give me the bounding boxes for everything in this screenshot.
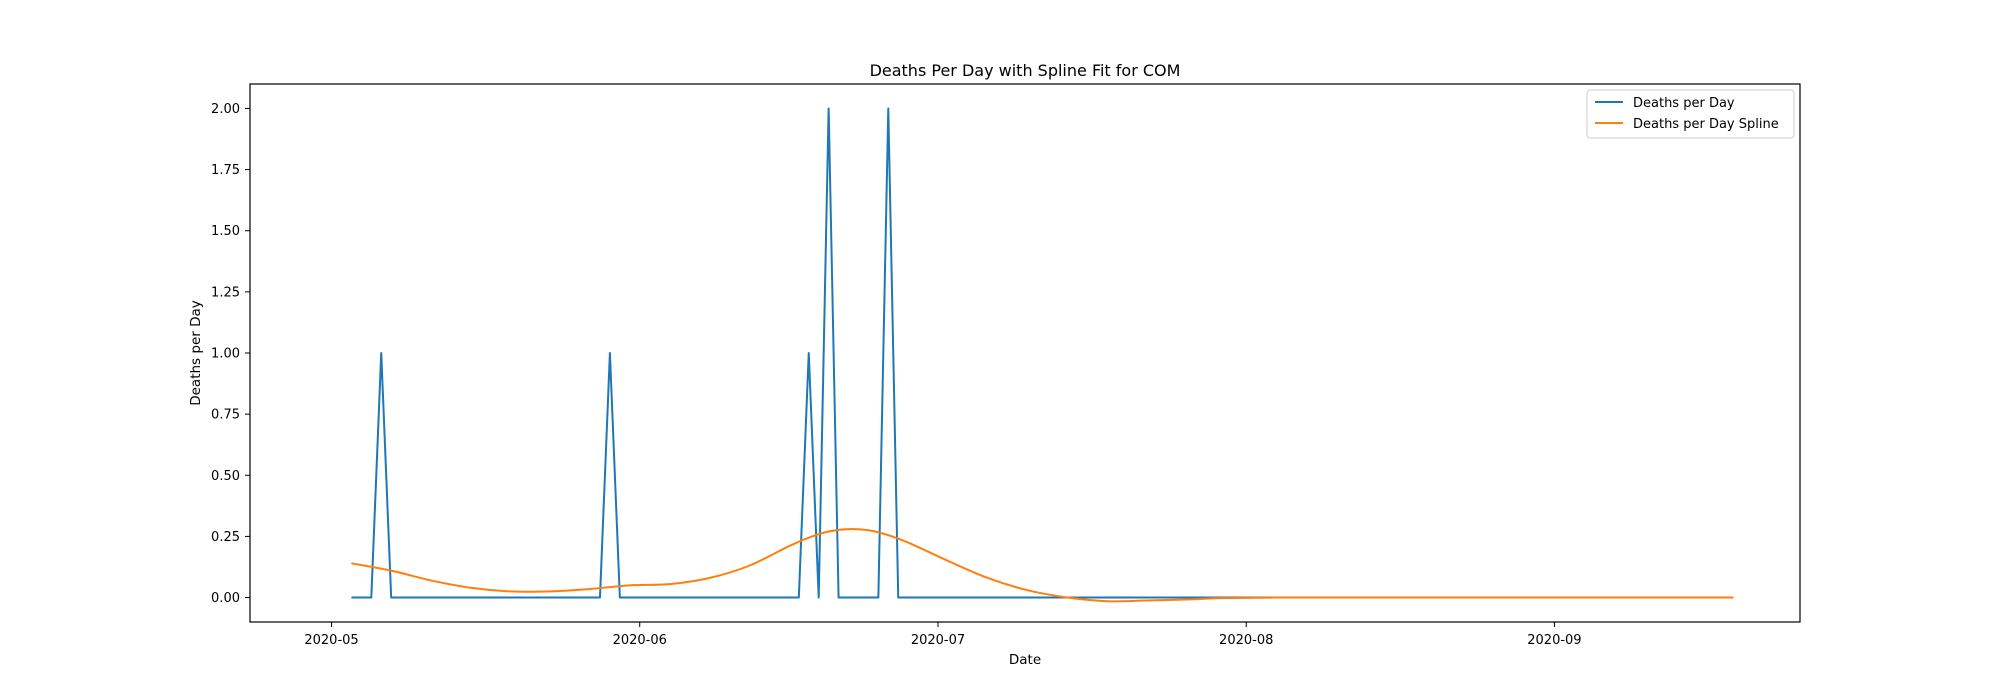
x-axis: 2020-05 2020-06 2020-07 2020-08 2020-09	[304, 622, 1582, 648]
x-tick-label: 2020-05	[304, 633, 358, 648]
series-layer	[351, 107, 1734, 603]
y-tick-label: 2.00	[211, 102, 240, 117]
x-axis-label: Date	[1009, 652, 1041, 668]
y-tick-label: 1.00	[211, 347, 240, 362]
legend-label-deaths-per-day: Deaths per Day	[1633, 96, 1735, 111]
y-tick-label: 0.25	[211, 530, 240, 545]
series-line-deaths-per-day-spline	[351, 528, 1734, 603]
y-axis-label: Deaths per Day	[188, 300, 204, 406]
y-tick-label: 1.50	[211, 224, 240, 239]
x-tick-label: 2020-08	[1219, 633, 1273, 648]
x-tick-label: 2020-06	[613, 633, 667, 648]
y-axis: 0.00 0.25 0.50 0.75 1.00 1.25 1.50 1.75 2.00	[211, 102, 250, 606]
x-tick-label: 2020-07	[911, 633, 965, 648]
legend-label-deaths-per-day-spline: Deaths per Day Spline	[1633, 117, 1779, 132]
y-tick-label: 0.00	[211, 591, 240, 606]
y-tick-label: 0.75	[211, 408, 240, 423]
legend: Deaths per Day Deaths per Day Spline	[1586, 89, 1795, 139]
y-tick-label: 0.50	[211, 469, 240, 484]
series-line-deaths-per-day	[351, 107, 1734, 599]
legend-box	[1586, 89, 1795, 139]
chart-title: Deaths Per Day with Spline Fit for COM	[870, 61, 1181, 80]
y-tick-label: 1.25	[211, 285, 240, 300]
x-tick-label: 2020-09	[1527, 633, 1581, 648]
y-tick-label: 1.75	[211, 163, 240, 178]
plot-area	[250, 84, 1800, 622]
